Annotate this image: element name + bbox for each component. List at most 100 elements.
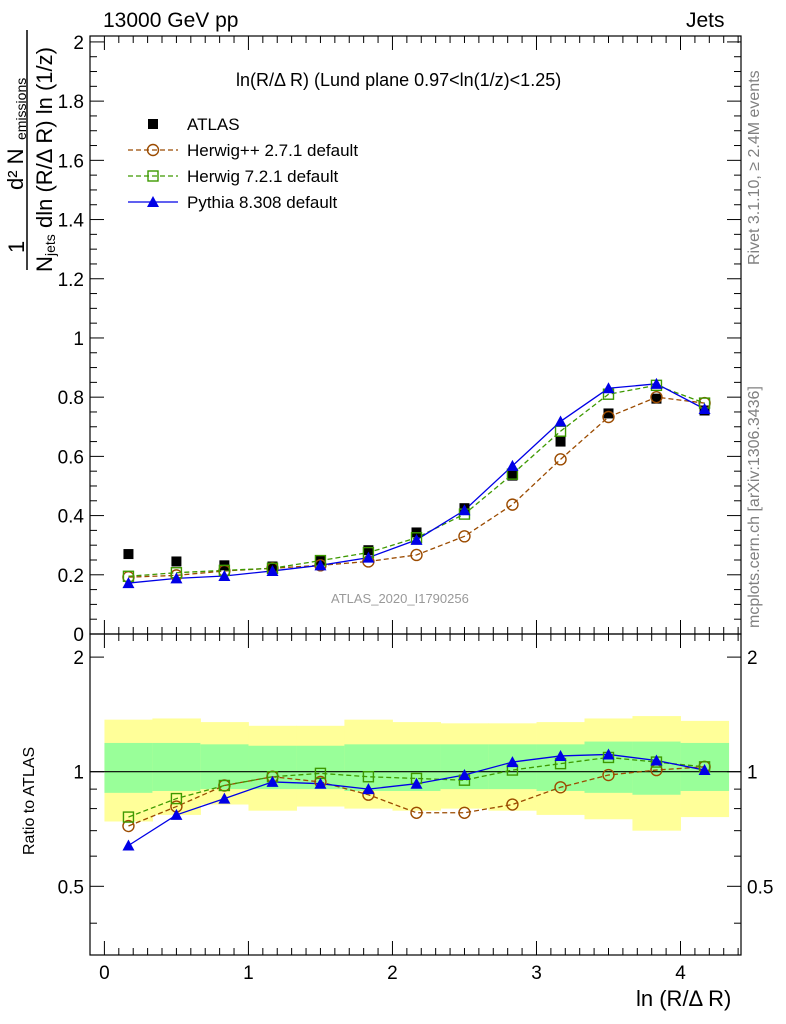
ratio-y-tick-label: 1	[73, 763, 84, 784]
ratio-y-tick-label-right: 0.5	[747, 877, 773, 898]
ratio-data-point	[122, 811, 135, 823]
main-data-point	[266, 564, 279, 576]
ratio-data-point	[410, 806, 423, 819]
main-data-point	[171, 556, 182, 567]
main-y-axis-label: 1 d² N emissions N jets dln (R/Δ R) ln (…	[2, 0, 62, 300]
x-tick-label: 0	[99, 963, 110, 984]
ratio-series-line	[128, 766, 705, 827]
y-tick-label: 0.2	[58, 566, 84, 587]
svg-text:jets: jets	[42, 234, 58, 257]
main-data-point	[170, 572, 183, 584]
mcplots-label: mcplots.cern.ch [arXiv:1306.3436]	[746, 386, 763, 628]
ratio-y-axis-label: Ratio to ATLAS	[21, 746, 38, 855]
main-data-point	[506, 498, 519, 511]
svg-text:N: N	[32, 256, 57, 272]
main-data-point	[554, 453, 567, 466]
ratio-data-point	[506, 756, 519, 768]
ratio-data-point	[650, 754, 663, 766]
main-data-point	[602, 410, 615, 424]
x-tick-label: 4	[675, 963, 686, 984]
legend-label: Herwig 7.2.1 default	[187, 167, 338, 186]
ratio-data-point	[458, 806, 471, 819]
ratio-data-point	[170, 792, 183, 805]
ratio-y-tick-label: 0.5	[58, 877, 84, 898]
ratio-data-point	[170, 808, 183, 820]
ratio-data-point	[122, 819, 135, 833]
svg-text:dln (R/Δ R) ln (1/z): dln (R/Δ R) ln (1/z)	[32, 47, 57, 228]
main-data-point	[363, 545, 374, 556]
legend-label: Herwig++ 2.7.1 default	[187, 141, 358, 160]
main-data-point	[506, 459, 519, 471]
legend-marker	[147, 170, 159, 182]
y-tick-label: 1.6	[58, 151, 84, 172]
ratio-data-point	[218, 779, 231, 792]
main-data-point	[650, 377, 663, 389]
ratio-data-point	[698, 764, 711, 776]
ratio-data-point	[410, 777, 423, 789]
rivet-label: Rivet 3.1.10, ≥ 2.4M events	[746, 70, 763, 265]
ratio-data-point	[458, 769, 471, 781]
legend: ATLAS Herwig++ 2.7.1 default Herwig 7.2.1 …	[128, 115, 358, 212]
y-tick-label: 2	[73, 33, 84, 54]
ratio-data-point	[362, 771, 375, 783]
x-tick-label: 1	[243, 963, 254, 984]
legend-marker	[147, 196, 159, 207]
main-series-line	[128, 383, 705, 584]
ratio-y-tick-label-right: 1	[747, 763, 758, 784]
main-data-point	[458, 530, 471, 543]
main-data-point	[554, 415, 567, 427]
axis-ticks	[90, 36, 741, 955]
ratio-data-point	[266, 775, 279, 787]
main-data-point	[314, 559, 327, 571]
x-axis-label: ln (R/Δ R)	[636, 986, 732, 1011]
y-tick-label: 1.4	[58, 211, 85, 232]
main-data-point	[218, 569, 231, 581]
main-data-point	[650, 390, 663, 404]
legend-label: ATLAS	[187, 115, 240, 134]
green-band-bin	[200, 744, 249, 790]
main-data-point	[122, 577, 135, 589]
y-tick-label: 0.4	[58, 507, 85, 528]
green-band-bin	[152, 742, 201, 791]
main-data-point	[410, 533, 423, 545]
main-series-line	[128, 384, 705, 577]
legend-marker	[148, 119, 158, 129]
ratio-data-point	[554, 781, 567, 794]
green-band-bin	[632, 741, 681, 795]
main-chart-title: ln(R/Δ R) (Lund plane 0.97<ln(1/z)<1.25)	[236, 70, 562, 90]
ratio-y-tick-label: 2	[73, 648, 84, 669]
series-markers	[122, 377, 711, 851]
x-tick-label: 2	[387, 963, 398, 984]
main-data-point	[651, 393, 662, 404]
y-tick-label: 1	[73, 329, 84, 350]
ratio-y-tick-label-right: 2	[747, 648, 758, 669]
header-left: 13000 GeV pp	[103, 9, 239, 32]
ratio-data-point	[602, 748, 615, 760]
y-tick-label: 1.8	[58, 92, 84, 113]
main-data-point	[603, 408, 614, 419]
y-tick-label: 0	[73, 625, 84, 646]
main-data-point	[362, 551, 375, 563]
main-data-point	[123, 549, 134, 560]
y-tick-label: 0.6	[58, 447, 84, 468]
green-band-bin	[104, 742, 153, 793]
y-tick-label: 0.8	[58, 388, 84, 409]
main-data-point	[602, 382, 615, 394]
svg-text:d² N: d² N	[3, 148, 28, 190]
ratio-data-point	[314, 777, 327, 789]
axis-tick-labels: 00.20.40.60.811.21.41.61.820.5 0.51 12 20 1 2…	[58, 33, 774, 984]
main-data-point	[458, 504, 471, 516]
main-data-point	[555, 436, 566, 447]
legend-marker	[146, 143, 160, 157]
green-band-bin	[440, 744, 489, 790]
ratio-data-point	[506, 798, 519, 811]
header-right: Jets	[686, 9, 725, 32]
main-data-point	[410, 548, 423, 562]
svg-text:1: 1	[4, 241, 29, 253]
x-tick-label: 3	[531, 963, 542, 984]
svg-text:emissions: emissions	[13, 78, 29, 140]
ratio-data-point	[122, 839, 135, 851]
ratio-data-point	[554, 749, 567, 761]
y-tick-label: 1.2	[58, 270, 84, 291]
